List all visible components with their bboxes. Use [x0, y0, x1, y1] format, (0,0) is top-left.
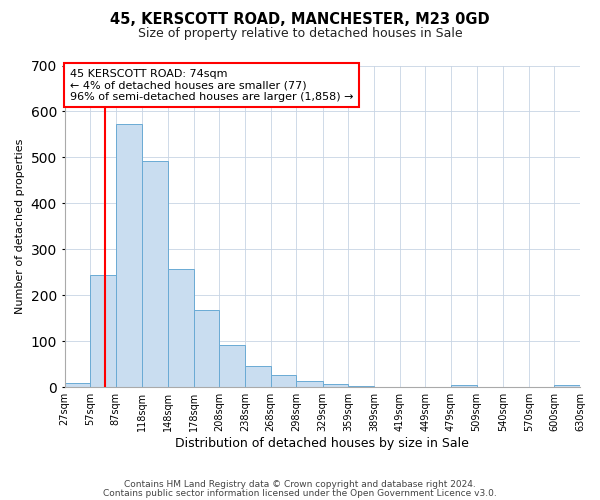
Bar: [90, 274, 116, 387]
Bar: [349, 386, 374, 387]
Text: 45 KERSCOTT ROAD: 74sqm
← 4% of detached houses are smaller (77)
96% of semi-det: 45 KERSCOTT ROAD: 74sqm ← 4% of detached…: [70, 68, 353, 102]
Bar: [323, 384, 349, 387]
Bar: [219, 345, 245, 387]
Bar: [271, 375, 296, 387]
Bar: [296, 381, 323, 387]
Bar: [142, 160, 168, 387]
Bar: [168, 268, 194, 387]
Text: Contains HM Land Registry data © Crown copyright and database right 2024.: Contains HM Land Registry data © Crown c…: [124, 480, 476, 489]
Bar: [116, 124, 142, 387]
Text: Contains public sector information licensed under the Open Government Licence v3: Contains public sector information licen…: [103, 488, 497, 498]
Bar: [194, 310, 219, 387]
Text: 45, KERSCOTT ROAD, MANCHESTER, M23 0GD: 45, KERSCOTT ROAD, MANCHESTER, M23 0GD: [110, 12, 490, 28]
Bar: [245, 366, 271, 387]
Bar: [65, 382, 90, 387]
Bar: [451, 385, 476, 387]
X-axis label: Distribution of detached houses by size in Sale: Distribution of detached houses by size …: [175, 437, 469, 450]
Bar: [554, 385, 580, 387]
Y-axis label: Number of detached properties: Number of detached properties: [15, 138, 25, 314]
Text: Size of property relative to detached houses in Sale: Size of property relative to detached ho…: [137, 28, 463, 40]
